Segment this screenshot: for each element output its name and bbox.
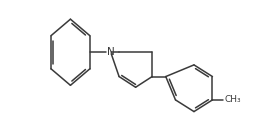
Text: CH₃: CH₃ xyxy=(224,95,241,104)
Text: N: N xyxy=(107,47,115,57)
